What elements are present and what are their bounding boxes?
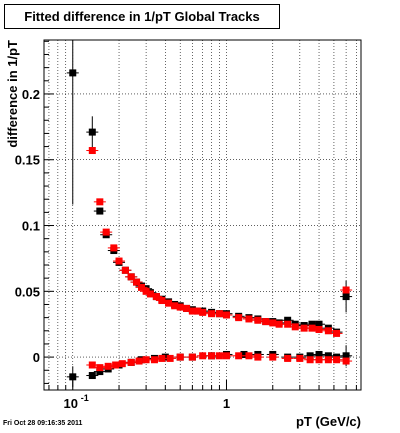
black-series-point	[342, 352, 350, 360]
red-series-point	[235, 314, 243, 322]
red-series-point	[215, 310, 223, 318]
red-series-point	[235, 352, 243, 360]
red-series-point	[245, 315, 253, 323]
red-series-point	[306, 356, 314, 364]
red-series-point	[158, 354, 166, 362]
black-series-point	[342, 293, 350, 301]
black-series-point	[96, 207, 104, 215]
red-series-point	[142, 356, 150, 364]
red-series-point	[342, 357, 350, 365]
red-series-point	[152, 293, 160, 301]
red-series-point	[135, 357, 143, 365]
chart-title: Fitted difference in 1/pT Global Tracks	[4, 4, 280, 29]
timestamp: Fri Oct 28 09:16:35 2011	[3, 420, 83, 427]
red-series-point	[171, 302, 179, 310]
red-series-point	[315, 325, 323, 333]
chart-title-text: Fitted difference in 1/pT Global Tracks	[24, 9, 260, 24]
red-series-point	[115, 257, 123, 265]
red-series-point	[183, 304, 191, 312]
y-tick-label: 0	[33, 350, 40, 365]
red-series-point	[166, 354, 174, 362]
x-axis-label: pT (GeV/c)	[296, 414, 361, 429]
red-series-point	[222, 352, 230, 360]
x-tick-label: 1	[223, 396, 230, 411]
red-series-point	[291, 323, 299, 331]
y-tick-label: 0.1	[22, 219, 40, 234]
red-series-point	[133, 278, 141, 286]
red-series-point	[254, 353, 262, 361]
red-series-point	[176, 303, 184, 311]
red-series-point	[127, 358, 135, 366]
black-series-point	[306, 352, 314, 360]
grid-lines	[44, 40, 361, 390]
red-series-point	[308, 324, 316, 332]
red-series-point	[254, 316, 262, 324]
black-series-point	[88, 372, 96, 380]
black-series-point	[284, 316, 292, 324]
black-series-point	[69, 373, 77, 381]
red-series-point	[296, 354, 304, 362]
red-series-point	[269, 319, 277, 327]
red-series-point	[188, 353, 196, 361]
red-series-point	[208, 310, 216, 318]
axes: 0 0.05 0.1 0.15 0.2 10 -1 1	[15, 40, 357, 411]
red-series-point	[324, 327, 332, 335]
x-tick-label: 10	[64, 396, 78, 411]
black-series-point	[240, 350, 248, 358]
red-series-point	[88, 147, 96, 155]
red-series-point	[342, 286, 350, 294]
black-series-point	[315, 320, 323, 328]
red-series-point	[118, 360, 126, 368]
red-series-point	[199, 352, 207, 360]
red-series-point	[137, 283, 145, 291]
black-series-point	[69, 69, 77, 77]
red-series-point	[324, 356, 332, 364]
black-series-point	[308, 320, 316, 328]
red-series-point	[222, 311, 230, 319]
red-series-point	[112, 361, 120, 369]
red-series-point	[333, 356, 341, 364]
y-tick-label: 0.05	[15, 284, 40, 299]
red-series-point	[176, 353, 184, 361]
red-series-point	[88, 361, 96, 369]
red-series-point	[215, 352, 223, 360]
red-series-point	[96, 364, 104, 372]
red-series-point	[127, 273, 135, 281]
red-series-point	[110, 244, 118, 252]
black-series-point	[96, 368, 104, 376]
red-series-point	[165, 299, 173, 307]
red-series-point	[208, 352, 216, 360]
black-series-point	[315, 350, 323, 358]
red-series-point	[146, 290, 154, 298]
red-series-point	[102, 228, 110, 236]
red-series-point	[121, 266, 129, 274]
red-series-point	[333, 329, 341, 337]
red-series-point	[245, 352, 253, 360]
red-series-point	[284, 320, 292, 328]
red-series-point	[150, 356, 158, 364]
error-bars	[72, 40, 347, 388]
data-points	[66, 69, 353, 381]
x-tick-label-exponent: -1	[81, 393, 89, 403]
red-series-point	[300, 324, 308, 332]
red-series-point	[194, 307, 202, 315]
red-series-point	[104, 362, 112, 370]
red-series-point	[96, 198, 104, 206]
red-series-point	[199, 308, 207, 316]
y-axis-label: difference in 1/pT	[5, 40, 20, 148]
black-series-point	[324, 352, 332, 360]
y-tick-label: 0.15	[15, 153, 40, 168]
red-series-point	[262, 318, 270, 326]
red-series-point	[158, 297, 166, 305]
red-series-point	[284, 354, 292, 362]
red-series-point	[315, 356, 323, 364]
red-series-point	[142, 287, 150, 295]
red-series-point	[269, 353, 277, 361]
red-series-point	[275, 320, 283, 328]
black-series-point	[88, 128, 96, 136]
y-tick-label: 0.2	[22, 87, 40, 102]
